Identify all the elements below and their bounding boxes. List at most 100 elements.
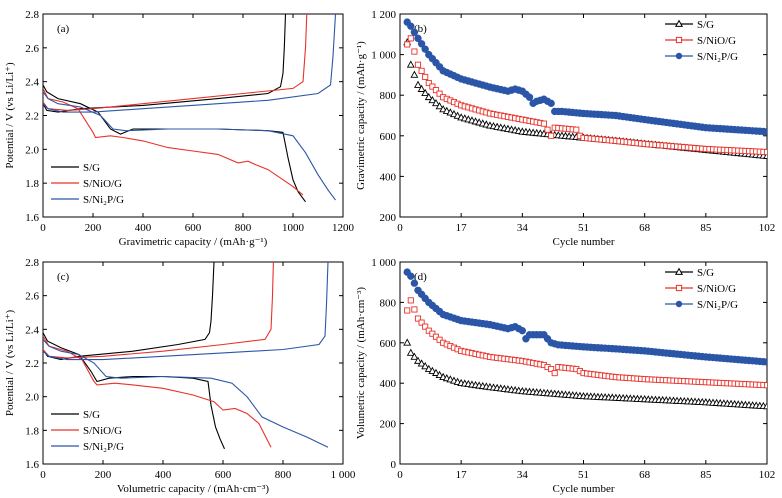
point (410, 279, 419, 287)
y-tick-label: 2.0 (25, 144, 39, 156)
y-tick-label: 600 (380, 338, 397, 350)
point (432, 98, 440, 107)
x-tick-label: 17 (456, 469, 468, 481)
legend: S/G S/NiO/G S/Ni₂P/G (51, 162, 124, 206)
x-tick-label: 102 (759, 469, 776, 481)
x-tick-label: 0 (397, 469, 403, 481)
y-tick-label: 200 (380, 419, 397, 431)
point (540, 120, 547, 127)
curve-sniog-discharge (43, 335, 272, 448)
point (407, 297, 414, 304)
point (422, 323, 429, 330)
x-tick-label: 51 (578, 222, 589, 234)
point (422, 73, 429, 80)
series-sni2pg (403, 268, 767, 366)
curve-sni2pg-charge (43, 14, 337, 113)
point (406, 348, 415, 356)
y-tick-label: 2.0 (25, 392, 39, 404)
point (432, 87, 440, 94)
x-tick-label: 400 (135, 222, 152, 234)
point (547, 99, 555, 108)
y-tick-label: 1.8 (25, 178, 39, 190)
x-tick-label: 0 (40, 469, 46, 481)
point (417, 359, 426, 367)
y-tick-label: 1 000 (371, 257, 396, 269)
panel-c: 0 200 400 600 800 1 000 1.6 1.8 2.0 2.2 2.4 2.6 2.8 V… (4, 257, 356, 495)
legend-label: S/NiO/G (83, 425, 122, 437)
y-tick-label: 1.6 (25, 459, 39, 471)
x-tick-label: 200 (95, 469, 112, 481)
point (421, 88, 430, 97)
point (414, 61, 422, 68)
point (414, 34, 422, 43)
legend: S/G S/NiO/G S/Ni₂P/G (665, 267, 738, 311)
y-tick-label: 1.8 (25, 425, 39, 437)
y-tick-label: 600 (380, 131, 397, 143)
curve-sg-charge (43, 262, 215, 361)
point (436, 90, 443, 97)
x-axis-title: Volumetric capacity / (mAh·cm⁻³) (117, 483, 269, 495)
plot-area (43, 14, 337, 203)
x-tick-label: 85 (700, 222, 712, 234)
x-tick-label: 200 (85, 222, 102, 234)
legend-marker (675, 52, 683, 60)
y-tick-label: 1 200 (371, 9, 396, 21)
y-tick-label: 800 (380, 297, 397, 309)
x-tick-label: 1000 (282, 222, 305, 234)
legend-label: S/G (697, 19, 714, 31)
x-tick-label: 85 (700, 469, 712, 481)
point (429, 83, 436, 90)
x-tick-label: 34 (517, 222, 529, 234)
point (548, 132, 555, 139)
point (424, 364, 433, 372)
point (551, 370, 558, 377)
x-tick-label: 400 (155, 469, 172, 481)
legend-marker (675, 284, 683, 292)
y-tick-label: 2.2 (25, 111, 39, 123)
curve-sg-discharge (43, 84, 306, 203)
x-tick-label: 800 (275, 469, 292, 481)
series-sni2pg (403, 18, 767, 136)
legend-marker (675, 300, 683, 308)
point (432, 368, 440, 376)
x-tick-label: 34 (517, 469, 529, 481)
y-axis-title: Gravimetric capacity / (mAh·g⁻¹) (355, 41, 367, 190)
legend-label: S/Ni₂P/G (83, 441, 124, 453)
legend-label: S/Ni₂P/G (697, 299, 738, 311)
legend: S/G S/NiO/G S/Ni₂P/G (51, 409, 124, 453)
panel-tag: (a) (57, 23, 70, 35)
y-tick-label: 2.4 (25, 324, 39, 336)
y-tick-label: 2.8 (25, 257, 39, 269)
y-tick-label: 1.6 (25, 212, 39, 224)
y-tick-label: 2.8 (25, 9, 39, 21)
y-tick-label: 2.4 (25, 77, 39, 89)
x-tick-label: 600 (185, 222, 202, 234)
x-tick-label: 51 (578, 469, 589, 481)
point (763, 128, 767, 136)
point (407, 22, 415, 30)
point (414, 356, 422, 364)
x-tick-label: 17 (456, 222, 468, 234)
plot-area (403, 18, 767, 159)
x-tick-label: 800 (235, 222, 252, 234)
x-tick-label: 600 (215, 469, 232, 481)
point (573, 126, 580, 133)
curve-sniog-charge (43, 262, 274, 359)
y-axis-title: Potential / V (vs Li/Li⁺) (4, 62, 16, 169)
legend-label: S/Ni₂P/G (697, 51, 738, 63)
point (403, 338, 412, 346)
point (407, 272, 415, 280)
x-tick-label: 0 (397, 222, 403, 234)
point (763, 358, 767, 366)
point (421, 362, 430, 370)
legend-marker (674, 19, 684, 27)
point (410, 352, 419, 360)
point (406, 60, 415, 68)
legend-label: S/G (83, 409, 100, 421)
x-axis-title: Cycle number (552, 236, 614, 248)
y-tick-label: 2.6 (25, 43, 39, 55)
y-tick-label: 800 (380, 90, 397, 102)
series-sniog (404, 297, 767, 389)
y-axis-title: Volumetric capacity / (mAh·cm⁻³) (355, 287, 367, 439)
